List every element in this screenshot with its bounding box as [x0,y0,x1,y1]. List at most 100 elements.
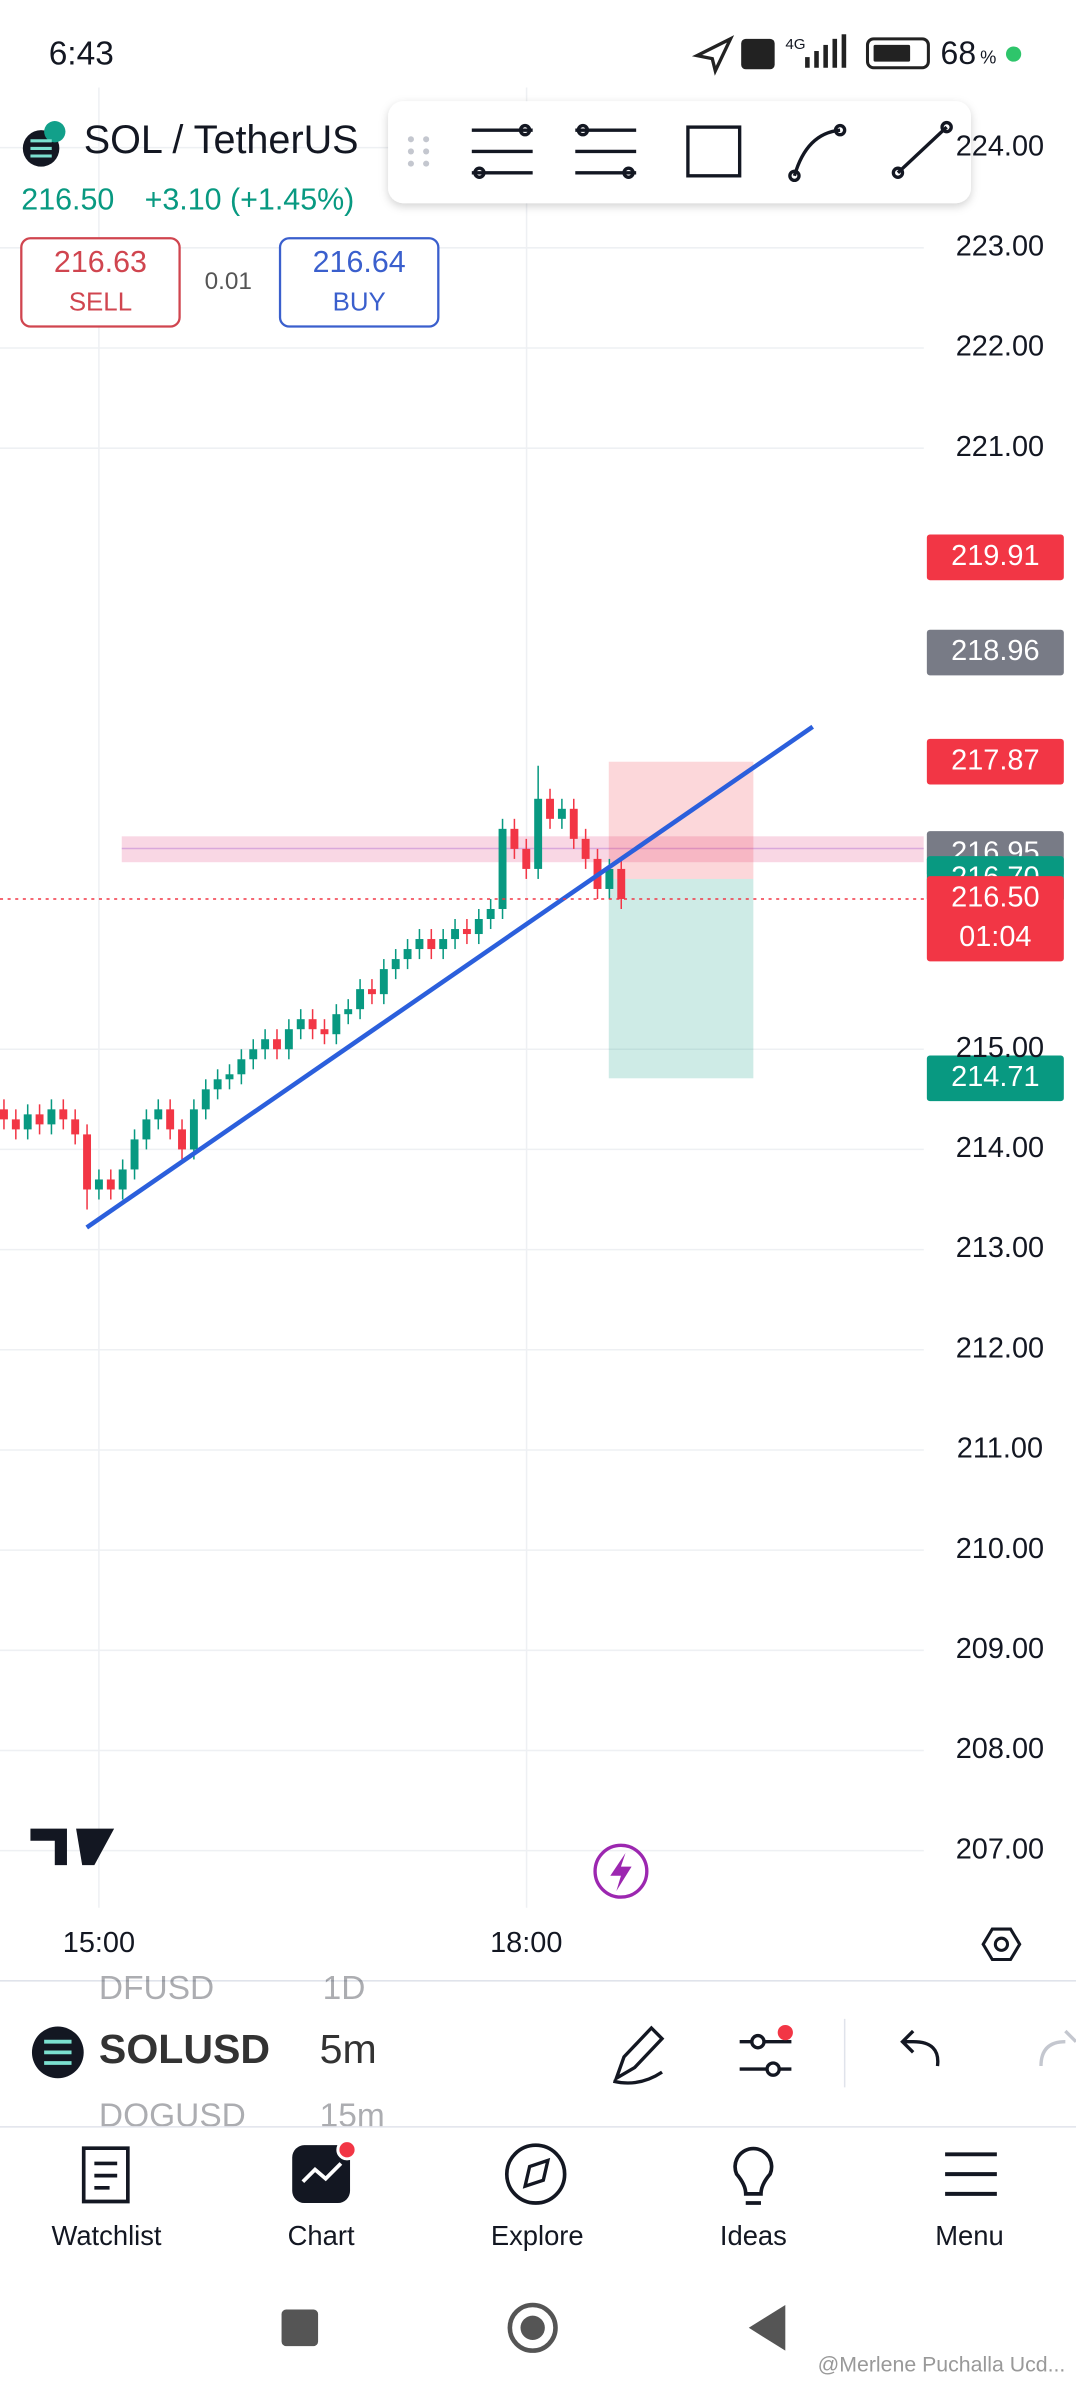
price-label: 217.87 [951,744,1039,776]
candle-body [415,939,424,950]
nav-label[interactable]: Explore [491,2220,584,2251]
candle-body [142,1119,151,1140]
candle-body [522,848,531,869]
symbol-logo-lines [30,139,52,158]
candle-body [332,1014,341,1035]
nav-label[interactable]: Watchlist [52,2220,162,2251]
candle-body [237,1059,246,1075]
candle-body [261,1039,270,1050]
settings-button[interactable] [981,1927,1022,1962]
sell-price: 216.63 [54,245,147,279]
x-tick-label: 15:00 [63,1927,135,1959]
lightning-button[interactable] [593,1843,649,1899]
battery-percent: 68 [941,35,977,71]
battery-level [873,44,911,62]
symbol-icon-lines [44,2039,72,2065]
candle-body [451,929,460,940]
y-tick-label: 212.00 [956,1332,1044,1364]
explore-icon[interactable] [504,2143,567,2205]
price-label-box [926,738,1064,785]
price-levels: 219.91218.96217.87216.95216.70216.5001:0… [0,534,1064,1102]
candle-body [178,1129,186,1150]
candle-body [284,1029,293,1050]
network: 4G [785,36,805,53]
candle-body [498,828,507,909]
candle-body [356,989,365,1010]
indicators-badge [777,2024,793,2041]
drag-handle[interactable] [407,136,430,167]
candle-body [201,1089,210,1110]
trend-line-tool[interactable] [891,120,953,180]
redo-button[interactable] [1039,2029,1076,2067]
tv-logo[interactable] [30,1828,115,1866]
sell-button[interactable] [20,237,181,328]
chart-badge [336,2139,358,2161]
candle-body [130,1139,139,1170]
candle-body [605,868,614,889]
y-tick-label: 222.00 [956,331,1044,363]
candle-body [35,1114,44,1125]
draw-button[interactable] [612,2025,665,2085]
candle-body [391,959,400,970]
nav-label[interactable]: Chart [288,2220,355,2251]
candle-body [249,1049,258,1060]
candle-body [83,1134,92,1190]
indicators-button[interactable] [739,2033,792,2077]
candle-body [0,1109,8,1120]
chart-icon-line [301,2162,343,2184]
menu-icon[interactable] [945,2152,997,2196]
candle-body [368,989,376,995]
nav-label[interactable]: Menu [935,2220,1003,2251]
candle-body [557,808,566,819]
buy-label: BUY [333,288,386,316]
prev-interval: 1D [323,1970,366,2007]
y-tick-label: 214.00 [956,1132,1044,1164]
candle-body [213,1079,222,1090]
signal-icon [805,34,847,68]
x-tick-label: 18:00 [490,1927,562,1959]
ideas-icon[interactable] [733,2146,774,2205]
price-label: 218.96 [951,635,1039,667]
candle-body [546,798,554,819]
back-button[interactable] [748,2304,786,2351]
candle-body [71,1119,80,1135]
recents-button[interactable] [281,2309,319,2347]
stop-zone [608,761,754,879]
pitchfork-tool[interactable] [575,123,637,180]
candle-body [617,868,626,899]
y-tick-label: 221.00 [956,431,1044,463]
candle-body [189,1109,198,1150]
candle-body [462,929,471,935]
symbol-title[interactable]: SOL / TetherUS [84,118,359,162]
y-tick-label: 224.00 [956,130,1044,162]
candle-body [474,919,483,935]
interval-selector[interactable]: 5m [320,2026,377,2072]
candle-body [94,1179,103,1190]
y-tick-label: 213.00 [956,1232,1044,1264]
last-price: 216.50 [21,183,114,217]
undo-button[interactable] [900,2029,940,2067]
fib-tool[interactable] [471,123,533,180]
candle-body [510,828,519,849]
watchlist-icon[interactable] [81,2146,130,2204]
home-button-core [520,2315,545,2340]
y-tick-label: 208.00 [956,1733,1044,1765]
price-label: 219.91 [951,540,1039,572]
buy-button[interactable] [278,237,440,328]
home-button[interactable] [507,2302,558,2353]
candle-body [106,1179,115,1190]
candle-body [344,1009,353,1015]
symbol-selector[interactable]: SOLUSD [99,2026,270,2072]
lightning-icon [610,1852,632,1892]
candle-body [154,1109,163,1120]
price-label-box [926,629,1064,676]
rectangle-tool[interactable] [686,125,742,178]
battery-icon [865,37,930,70]
candle-body [308,1019,317,1030]
path-tool[interactable] [788,123,847,183]
candle-body [581,838,590,859]
countdown: 01:04 [959,921,1031,953]
nav-label[interactable]: Ideas [720,2220,787,2251]
